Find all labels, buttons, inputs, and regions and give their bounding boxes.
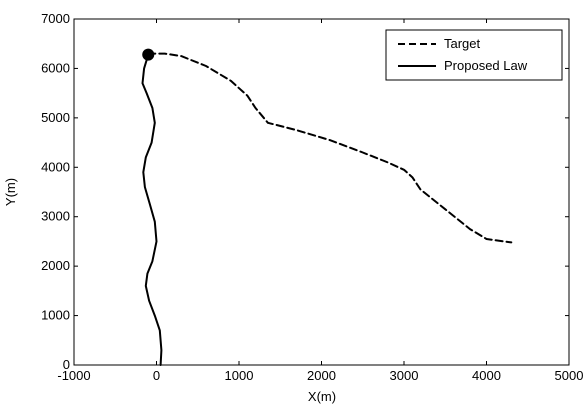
start-marker: [142, 48, 155, 61]
legend-box: [385, 29, 563, 81]
y-tick-label: 7000: [41, 11, 70, 26]
x-tick-label: -1000: [57, 368, 90, 383]
y-tick-label: 6000: [41, 60, 70, 75]
x-tick-label: 0: [153, 368, 160, 383]
series-line-target: [147, 52, 513, 244]
series-layer: [141, 48, 513, 366]
y-tick-label: 4000: [41, 159, 70, 174]
legend-label-target: Target: [444, 36, 481, 51]
y-tick-label: 1000: [41, 308, 70, 323]
x-tick-label: 1000: [225, 368, 254, 383]
x-axis-ticks: -1000 0 1000 2000 3000 4000 5000: [57, 19, 583, 383]
x-tick-label: 2000: [307, 368, 336, 383]
x-axis-label: X(m): [308, 389, 336, 404]
x-tick-label: 4000: [472, 368, 501, 383]
legend-label-proposed-law: Proposed Law: [444, 58, 528, 73]
y-tick-label: 0: [63, 357, 70, 372]
y-tick-label: 2000: [41, 258, 70, 273]
legend: Target Proposed Law: [385, 29, 563, 81]
y-tick-label: 3000: [41, 209, 70, 224]
x-tick-label: 5000: [555, 368, 584, 383]
x-tick-label: 3000: [390, 368, 419, 383]
series-line-proposed-law: [141, 53, 163, 366]
y-axis-label: Y(m): [3, 178, 18, 206]
y-axis-ticks: 0 1000 2000 3000 4000 5000 6000 7000: [41, 11, 569, 372]
y-tick-label: 5000: [41, 110, 70, 125]
